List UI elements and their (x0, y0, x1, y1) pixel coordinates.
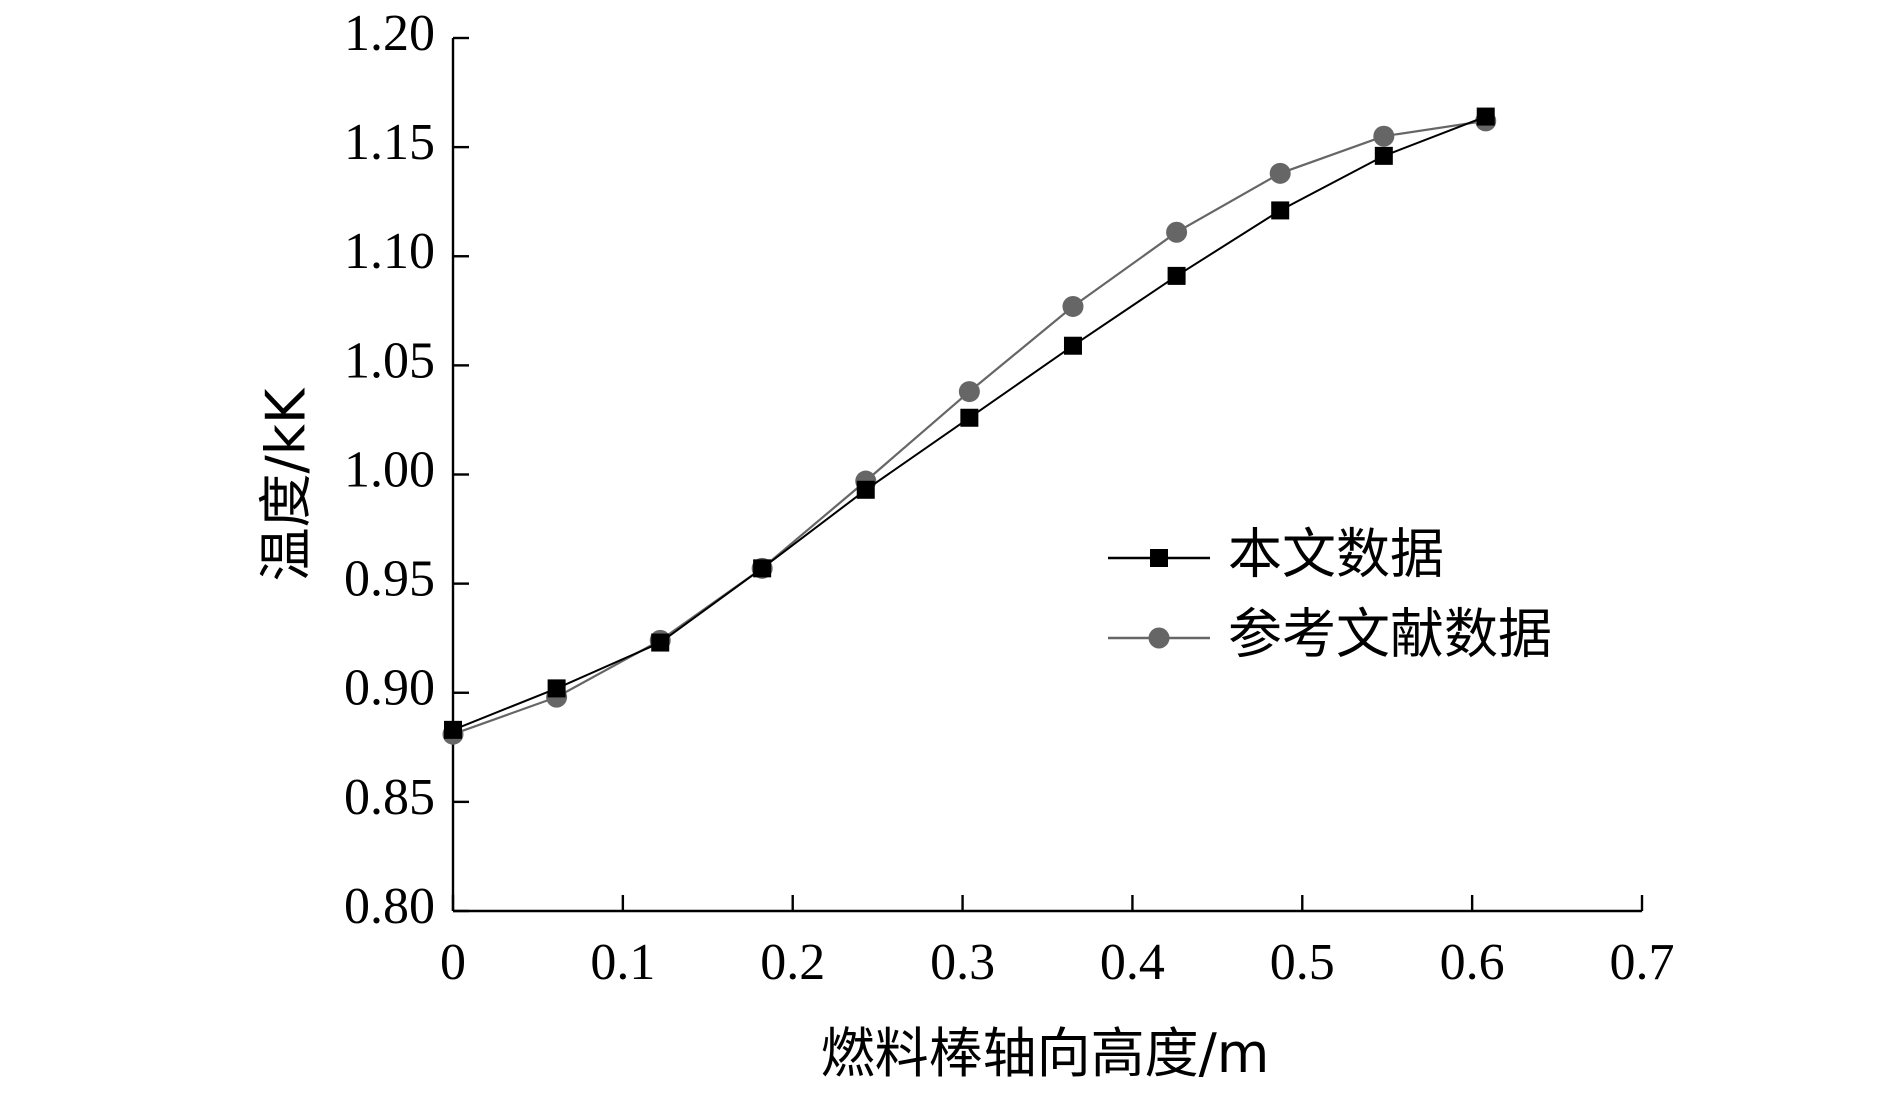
x-tick-label: 0.7 (1610, 934, 1675, 991)
x-tick-label: 0.6 (1440, 934, 1505, 991)
axes (451, 38, 1642, 913)
data-point (547, 679, 566, 698)
legend-marker (1150, 549, 1168, 567)
data-point (651, 633, 670, 652)
data-point (1167, 266, 1186, 285)
y-tick-label: 0.90 (344, 660, 435, 717)
series-1 (444, 107, 1495, 739)
data-point (753, 559, 772, 578)
data-point (1269, 162, 1291, 184)
data-point (444, 720, 462, 739)
x-tick-label: 0.1 (590, 934, 655, 991)
x-ticks: 0 0.1 0.2 0.3 0.4 0.5 0.6 0.7 (440, 895, 1675, 991)
x-tick-label: 0.4 (1100, 934, 1165, 991)
legend-label: 本文数据 (1228, 523, 1444, 586)
y-tick-label: 0.85 (344, 769, 435, 826)
x-axis-title: 燃料棒轴向高度/m (821, 1022, 1270, 1085)
data-point (1476, 107, 1495, 126)
data-point (1063, 336, 1082, 355)
legend-label: 参考文献数据 (1228, 603, 1552, 666)
legend-marker (1148, 627, 1170, 649)
data-point (960, 408, 979, 427)
data-point (1374, 146, 1393, 165)
y-tick-label: 0.95 (344, 551, 435, 608)
y-ticks: 0.80 0.85 0.90 0.95 1.00 1.05 1.10 1.15 1.20 (344, 5, 469, 935)
data-point (1166, 221, 1188, 243)
data-point (1271, 201, 1290, 220)
data-point (958, 381, 980, 403)
y-tick-label: 0.80 (344, 878, 435, 935)
y-tick-label: 1.05 (344, 332, 435, 389)
data-point (856, 480, 875, 499)
data-point (1062, 295, 1084, 317)
y-tick-label: 1.20 (344, 5, 435, 62)
y-tick-label: 1.00 (344, 441, 435, 498)
x-tick-label: 0.2 (760, 934, 825, 991)
legend-item: 参考文献数据 (1108, 603, 1552, 666)
y-tick-label: 1.10 (344, 223, 435, 280)
series-layer (442, 107, 1497, 745)
x-tick-label: 0.3 (930, 934, 995, 991)
x-tick-label: 0 (440, 934, 466, 991)
y-tick-label: 1.15 (344, 114, 435, 171)
legend-item: 本文数据 (1108, 523, 1444, 586)
y-axis-title: 温度/kK (255, 387, 318, 581)
x-tick-label: 0.5 (1270, 934, 1335, 991)
data-point (1373, 125, 1395, 147)
